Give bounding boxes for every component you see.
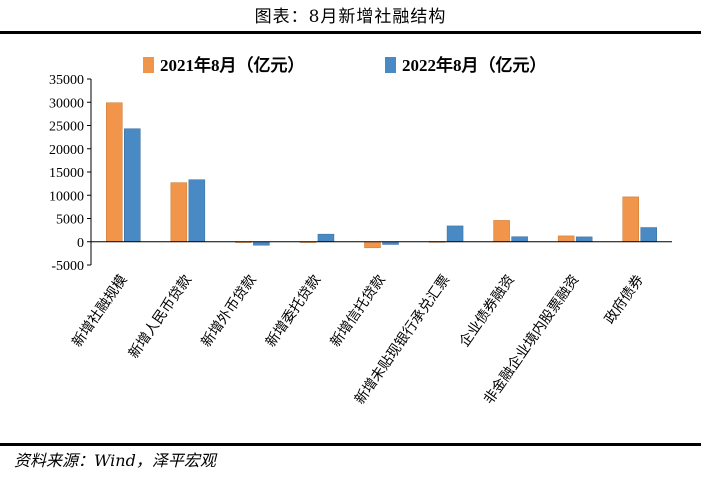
y-tick-label: 10000 [49, 189, 84, 204]
y-tick-label: 15000 [49, 166, 84, 181]
bar-series1 [622, 196, 639, 242]
bar-series1 [106, 102, 123, 243]
category-label: 新增人民币贷款 [126, 272, 195, 361]
y-tick-label: 20000 [49, 143, 84, 158]
y-tick-label: 25000 [49, 120, 84, 135]
bar-series1 [557, 235, 575, 242]
legend-label: 2021年8月（亿元） [160, 55, 305, 75]
bar-series1 [170, 182, 188, 243]
category-label: 新增社融规模 [69, 272, 130, 350]
category-label: 新增信托贷款 [327, 272, 388, 350]
top-rule [0, 31, 701, 34]
category-label: 企业债券融资 [456, 272, 518, 351]
y-tick-label: 0 [77, 236, 84, 251]
bar-series1 [364, 241, 381, 249]
bar-series2 [124, 128, 141, 243]
bar-series2 [575, 236, 593, 242]
bar-series2 [317, 233, 335, 242]
bar-series2 [511, 236, 528, 242]
bar-series2 [253, 241, 270, 246]
y-tick-label: -5000 [51, 259, 84, 274]
category-label: 新增委托贷款 [263, 272, 324, 350]
bar-series2 [446, 225, 464, 242]
bar-chart: -5000 0 5000 10000 15000 20000 25000 30000 35000… [49, 55, 672, 407]
legend-swatch [143, 57, 154, 73]
source-note: 资料来源：Wind，泽平宏观 [14, 451, 216, 470]
category-label: 新增外币贷款 [198, 272, 259, 350]
legend-label: 2022年8月（亿元） [402, 55, 547, 75]
bottom-rule [0, 443, 701, 446]
y-tick-label: 30000 [49, 96, 84, 111]
bar-series2 [640, 227, 657, 242]
bar-series1 [493, 220, 510, 242]
legend-swatch [385, 57, 396, 73]
category-label: 政府债券 [602, 272, 647, 327]
bar-series2 [188, 179, 206, 243]
y-tick-label: 5000 [56, 213, 84, 228]
chart-title: 图表：8月新增社融结构 [254, 7, 447, 27]
y-tick-label: 35000 [49, 73, 84, 88]
